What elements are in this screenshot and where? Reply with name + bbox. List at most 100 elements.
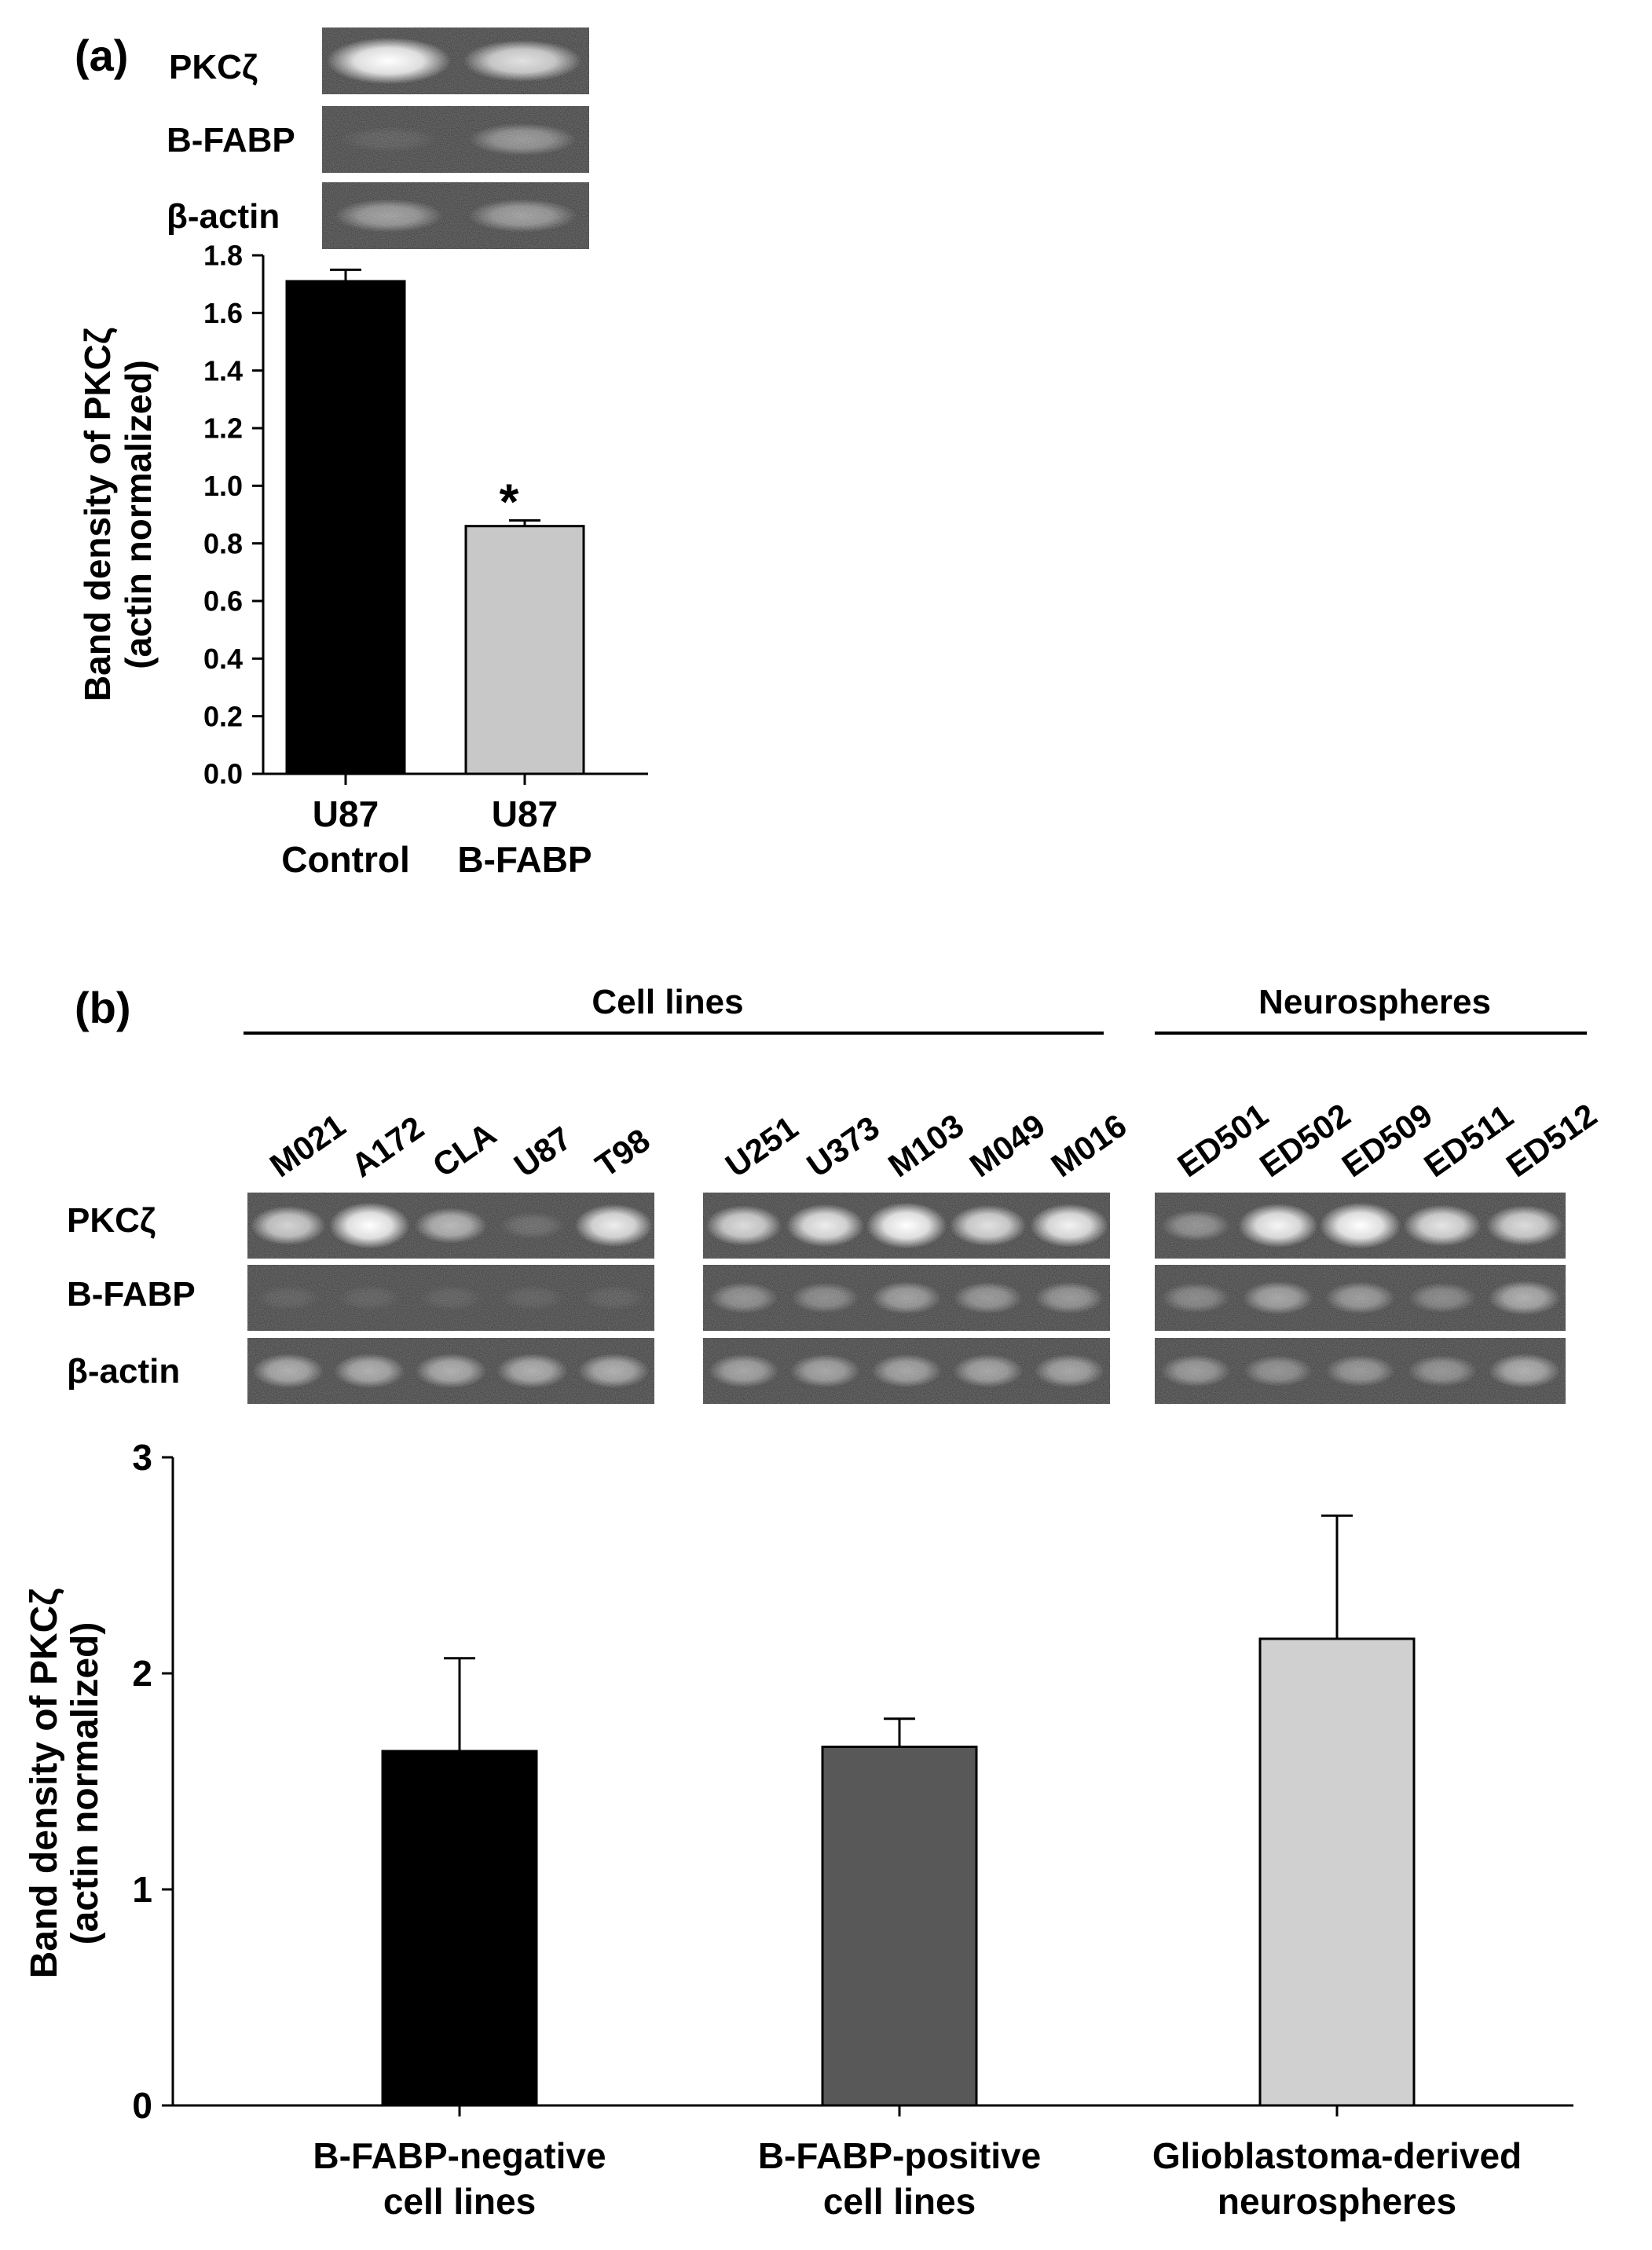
- b-blot-row-band: [1403, 1204, 1482, 1247]
- category-label: neurospheres: [1218, 2181, 1456, 2222]
- b-blot-row-band: [1408, 1282, 1477, 1314]
- lane-label: CLA: [426, 1115, 503, 1184]
- b-blot-row-band: [500, 1212, 565, 1239]
- b-blot-row-band: [577, 1353, 650, 1389]
- b-blot-row-band: [1243, 1355, 1313, 1387]
- y-tick-label: 0.4: [203, 643, 243, 675]
- a-blot-row: [322, 106, 589, 173]
- b-ylabel-line2: (actin normalized): [64, 1622, 106, 1945]
- a-blot-row-band: [339, 126, 438, 152]
- y-tick-label: 1.8: [203, 240, 243, 272]
- b-blot-row-band: [1238, 1204, 1318, 1248]
- b-blot-label-bfabp: B-FABP: [67, 1275, 196, 1314]
- a-blot-label-actin: β-actin: [167, 197, 280, 236]
- category-label: B-FABP-positive: [758, 2135, 1041, 2176]
- category-label: U87: [492, 793, 558, 834]
- a-blot-label-pkc: PKCζ: [169, 48, 258, 86]
- b-blot-row: [703, 1193, 1110, 1259]
- panel-b-chart: 0 1 2 3 B-FABP-negative cell lines B-FABP-pos…: [24, 1437, 1573, 2222]
- bar: [381, 1750, 538, 2107]
- group-header-neurospheres: Neurospheres: [1258, 983, 1491, 1021]
- lane-label: ED511: [1417, 1098, 1519, 1185]
- a-blot-row-band: [468, 123, 577, 156]
- y-tick-label: 0.2: [203, 700, 243, 732]
- b-blot-row-band: [1242, 1281, 1314, 1315]
- y-tick-label: 2: [132, 1653, 152, 1694]
- b-blot-row-band: [251, 1206, 326, 1245]
- b-blot-row-band: [1030, 1204, 1109, 1248]
- bar: [285, 280, 406, 775]
- category-label: cell lines: [383, 2181, 536, 2222]
- lane-label: A172: [345, 1109, 430, 1184]
- b-blot-label-pkc: PKCζ: [67, 1201, 156, 1240]
- category-label: B-FABP-negative: [313, 2135, 606, 2176]
- b-blot-row-band: [1161, 1282, 1230, 1314]
- b-blot-row-band: [1319, 1202, 1401, 1249]
- b-blot-row: [703, 1338, 1110, 1404]
- y-tick-label: 3: [132, 1437, 152, 1478]
- b-blot-row-band: [949, 1204, 1027, 1247]
- group-header-cell-lines: Cell lines: [592, 983, 743, 1021]
- a-ylabel-line1: Band density of PKCζ: [77, 328, 118, 702]
- panel-a-label: (a): [75, 31, 128, 80]
- b-blot-row-band: [1160, 1354, 1232, 1387]
- lane-label: U87: [507, 1120, 578, 1185]
- a-blot-row: [322, 182, 589, 249]
- b-blot-row-band: [866, 1202, 947, 1249]
- b-blot-row-band: [1325, 1354, 1395, 1387]
- y-tick-label: 0.8: [203, 527, 243, 559]
- b-blot-row-band: [1324, 1281, 1396, 1314]
- b-blot-row-band: [574, 1204, 653, 1248]
- b-blot-row-band: [786, 1204, 864, 1248]
- a-blot-row-band: [335, 199, 443, 233]
- b-blot-row: [1155, 1265, 1566, 1331]
- b-blot-row-band: [329, 1202, 410, 1249]
- b-blot-row: [247, 1265, 654, 1331]
- b-ylabel-line1: Band density of PKCζ: [24, 1589, 65, 1979]
- b-blot-row-band: [871, 1281, 942, 1314]
- bar: [1258, 1637, 1416, 2107]
- lane-label: U373: [800, 1109, 886, 1184]
- a-ylabel-line2: (actin normalized): [118, 360, 159, 669]
- b-blot-row-band: [789, 1354, 861, 1388]
- b-blot-row-band: [709, 1282, 778, 1314]
- b-blot-row-band: [414, 1207, 488, 1244]
- a-blot-row-band: [468, 199, 577, 233]
- y-tick-label: 0: [132, 2085, 152, 2126]
- bar: [464, 525, 585, 775]
- bar: [821, 1746, 978, 2107]
- b-blot-row-band: [705, 1205, 782, 1246]
- b-blot-row: [1155, 1338, 1566, 1404]
- b-blot-row-band: [496, 1353, 569, 1389]
- lane-label: M021: [263, 1107, 352, 1185]
- category-label: U87: [313, 793, 379, 834]
- significance-marker: *: [500, 473, 519, 530]
- lane-label: T98: [588, 1121, 656, 1184]
- lane-label: ED501: [1171, 1096, 1275, 1184]
- category-label: B-FABP: [457, 839, 592, 880]
- category-label: Glioblastoma-derived: [1152, 2135, 1522, 2176]
- b-blot-row-band: [1488, 1280, 1561, 1316]
- a-blot-row-band: [463, 40, 582, 82]
- lane-label: M016: [1044, 1107, 1133, 1185]
- b-blot-row: [247, 1193, 654, 1259]
- a-blot-row-band: [326, 37, 452, 85]
- y-tick-label: 0.0: [203, 758, 243, 790]
- b-blot-row-band: [252, 1353, 324, 1389]
- b-blot-row-band: [871, 1354, 942, 1388]
- panel-b-label: (b): [75, 983, 131, 1032]
- a-blot-label-bfabp: B-FABP: [167, 121, 295, 159]
- category-label: Control: [281, 839, 410, 880]
- lane-label: M103: [881, 1107, 970, 1185]
- b-blot-row-band: [419, 1285, 483, 1310]
- b-blot-row-band: [1485, 1205, 1563, 1246]
- b-blot-row-band: [500, 1285, 565, 1310]
- y-tick-label: 1.2: [203, 412, 243, 445]
- b-blot-row: [703, 1265, 1110, 1331]
- b-blot-row-band: [337, 1285, 401, 1310]
- b-blot-row-band: [1488, 1353, 1561, 1389]
- b-blot-row-band: [708, 1354, 779, 1388]
- lane-label: M049: [963, 1107, 1052, 1185]
- b-blot-row-band: [791, 1282, 859, 1314]
